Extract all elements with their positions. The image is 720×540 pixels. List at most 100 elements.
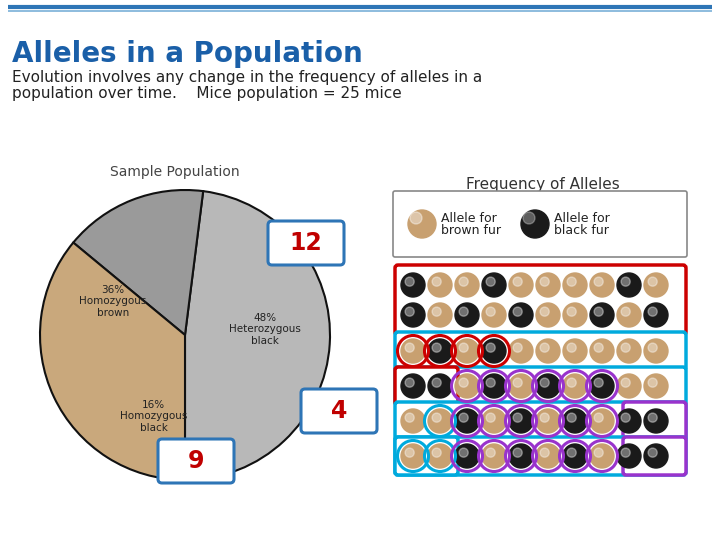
Circle shape xyxy=(648,448,657,457)
Wedge shape xyxy=(185,191,330,480)
Circle shape xyxy=(648,277,657,286)
Circle shape xyxy=(536,409,560,433)
Circle shape xyxy=(459,307,468,316)
Circle shape xyxy=(401,374,425,398)
Wedge shape xyxy=(73,190,203,335)
Text: Allele for: Allele for xyxy=(441,213,497,226)
Circle shape xyxy=(563,273,587,297)
Circle shape xyxy=(486,448,495,457)
Circle shape xyxy=(594,413,603,422)
Text: Allele for: Allele for xyxy=(554,213,610,226)
Text: 9: 9 xyxy=(188,449,204,473)
Circle shape xyxy=(621,307,630,316)
Circle shape xyxy=(567,307,576,316)
Circle shape xyxy=(540,307,549,316)
Circle shape xyxy=(594,307,603,316)
Circle shape xyxy=(523,212,535,224)
Circle shape xyxy=(432,343,441,352)
Circle shape xyxy=(482,444,506,468)
Circle shape xyxy=(513,378,522,387)
Circle shape xyxy=(513,277,522,286)
Circle shape xyxy=(459,343,468,352)
Circle shape xyxy=(536,374,560,398)
FancyBboxPatch shape xyxy=(623,437,686,475)
FancyBboxPatch shape xyxy=(395,367,458,405)
Circle shape xyxy=(540,277,549,286)
Circle shape xyxy=(401,444,425,468)
Circle shape xyxy=(644,409,668,433)
FancyBboxPatch shape xyxy=(395,332,686,370)
Circle shape xyxy=(536,273,560,297)
Circle shape xyxy=(455,374,479,398)
Circle shape xyxy=(513,307,522,316)
Circle shape xyxy=(594,448,603,457)
FancyBboxPatch shape xyxy=(395,265,686,335)
Circle shape xyxy=(513,343,522,352)
Circle shape xyxy=(405,277,414,286)
Text: Frequency of Alleles: Frequency of Alleles xyxy=(466,178,620,192)
Circle shape xyxy=(563,444,587,468)
Circle shape xyxy=(644,303,668,327)
Circle shape xyxy=(536,444,560,468)
Circle shape xyxy=(521,210,549,238)
Circle shape xyxy=(482,303,506,327)
Circle shape xyxy=(482,339,506,363)
Circle shape xyxy=(567,343,576,352)
Circle shape xyxy=(482,273,506,297)
Circle shape xyxy=(621,448,630,457)
FancyBboxPatch shape xyxy=(268,221,344,265)
Circle shape xyxy=(567,413,576,422)
Circle shape xyxy=(644,339,668,363)
Circle shape xyxy=(563,303,587,327)
Circle shape xyxy=(405,413,414,422)
FancyBboxPatch shape xyxy=(301,389,377,433)
Text: 16%
Homozygous
black: 16% Homozygous black xyxy=(120,400,187,433)
Circle shape xyxy=(590,374,614,398)
Circle shape xyxy=(594,277,603,286)
Circle shape xyxy=(408,210,436,238)
Circle shape xyxy=(486,413,495,422)
Circle shape xyxy=(455,303,479,327)
Circle shape xyxy=(428,303,452,327)
Circle shape xyxy=(401,273,425,297)
Circle shape xyxy=(455,273,479,297)
Circle shape xyxy=(590,339,614,363)
Circle shape xyxy=(459,277,468,286)
Circle shape xyxy=(644,374,668,398)
Circle shape xyxy=(536,303,560,327)
Circle shape xyxy=(590,409,614,433)
Circle shape xyxy=(432,277,441,286)
Text: population over time.    Mice population = 25 mice: population over time. Mice population = … xyxy=(12,86,402,101)
Text: 36%
Homozygous
brown: 36% Homozygous brown xyxy=(79,285,146,318)
Circle shape xyxy=(644,273,668,297)
Circle shape xyxy=(459,413,468,422)
Circle shape xyxy=(401,339,425,363)
Circle shape xyxy=(513,448,522,457)
FancyBboxPatch shape xyxy=(395,437,686,475)
Circle shape xyxy=(621,343,630,352)
Circle shape xyxy=(432,413,441,422)
Circle shape xyxy=(459,448,468,457)
FancyBboxPatch shape xyxy=(158,439,234,483)
Circle shape xyxy=(594,343,603,352)
Circle shape xyxy=(509,374,533,398)
Circle shape xyxy=(486,307,495,316)
Circle shape xyxy=(428,273,452,297)
Circle shape xyxy=(459,378,468,387)
FancyBboxPatch shape xyxy=(623,402,686,440)
Wedge shape xyxy=(40,242,185,480)
Text: brown fur: brown fur xyxy=(441,225,501,238)
FancyBboxPatch shape xyxy=(395,402,686,440)
Circle shape xyxy=(405,307,414,316)
Circle shape xyxy=(455,339,479,363)
Circle shape xyxy=(428,339,452,363)
Circle shape xyxy=(482,374,506,398)
Circle shape xyxy=(509,444,533,468)
Circle shape xyxy=(513,413,522,422)
Circle shape xyxy=(644,444,668,468)
Circle shape xyxy=(482,409,506,433)
Circle shape xyxy=(401,409,425,433)
Circle shape xyxy=(563,374,587,398)
Circle shape xyxy=(567,277,576,286)
Circle shape xyxy=(401,303,425,327)
